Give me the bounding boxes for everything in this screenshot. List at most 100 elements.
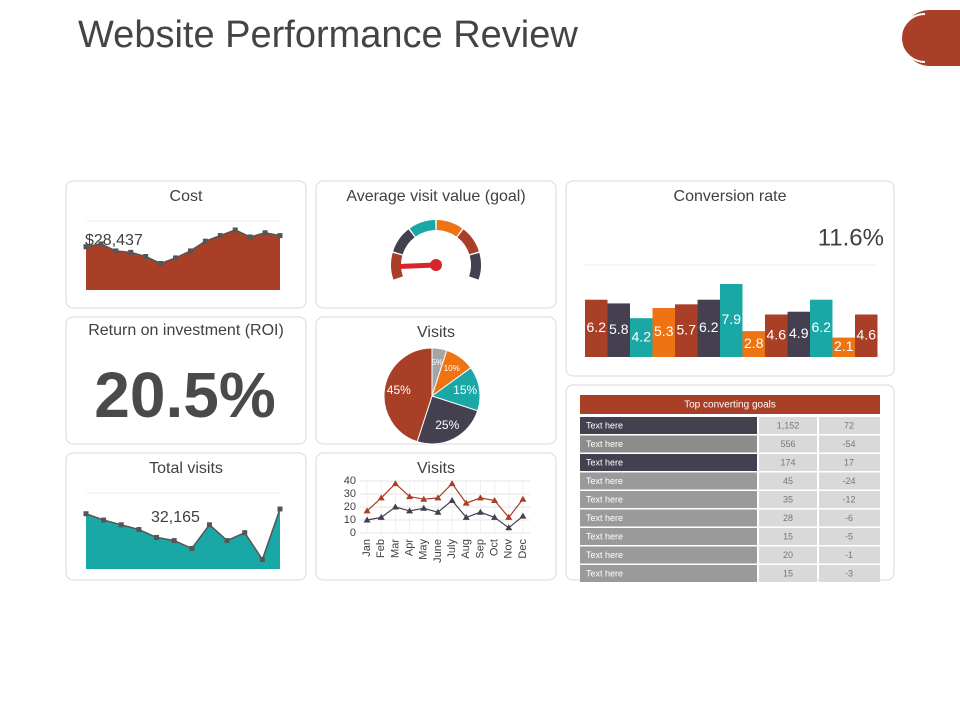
marker (363, 516, 371, 523)
marker (113, 248, 119, 254)
table-text: 28 (783, 513, 793, 523)
marker (462, 499, 470, 506)
marker (259, 557, 265, 563)
marker (136, 527, 142, 533)
x-tick-label: Mar (389, 539, 401, 558)
marker (158, 260, 164, 266)
corner-decoration (902, 10, 960, 66)
table-text: Text here (586, 439, 623, 449)
table-cell (759, 435, 817, 453)
annotation: 11.6% (818, 224, 884, 251)
area (86, 509, 280, 569)
table-cell (819, 472, 880, 490)
data-label: 4.6 (857, 326, 877, 342)
table-text: 556 (780, 439, 795, 449)
data-label: 6.2 (699, 319, 719, 335)
marker (519, 512, 527, 519)
table-cell (580, 565, 757, 582)
table-text: -6 (845, 513, 853, 523)
marker (448, 480, 456, 487)
table-cell (759, 491, 817, 508)
data-label: 4.9 (789, 325, 809, 341)
data-label: 5.3 (654, 323, 674, 339)
table-cell (580, 528, 757, 545)
marker (476, 494, 484, 501)
data-label: 45% (387, 383, 411, 397)
marker (224, 538, 230, 544)
marker (434, 508, 442, 515)
table-text: 20 (783, 550, 793, 560)
table-text: 15 (783, 568, 793, 578)
marker (154, 534, 160, 540)
table-text: -54 (842, 439, 855, 449)
table-text: Text here (586, 513, 623, 523)
bar (855, 314, 878, 357)
table-cell (759, 472, 817, 490)
marker (101, 517, 107, 523)
y-tick-label: 0 (350, 527, 356, 539)
table-cell (819, 528, 880, 545)
marker (173, 255, 179, 261)
bar (810, 299, 833, 357)
panel-title: Cost (170, 188, 203, 205)
marker (262, 230, 268, 236)
marker (434, 494, 442, 501)
marker (202, 238, 208, 244)
marker (277, 506, 283, 512)
y-tick-label: 10 (344, 514, 356, 526)
marker (462, 513, 470, 520)
marker (391, 503, 399, 510)
x-tick-label: Aug (460, 539, 472, 559)
page-title: Website Performance Review (78, 14, 578, 56)
x-tick-label: Dec (517, 539, 529, 559)
table-cell (819, 509, 880, 527)
data-label: 4.6 (767, 326, 787, 342)
data-label: 15% (453, 383, 477, 397)
table-text: Text here (586, 494, 623, 504)
table-cell (759, 509, 817, 527)
marker (247, 234, 253, 240)
marker (128, 249, 134, 255)
bar (697, 299, 720, 357)
table-text: -3 (845, 568, 853, 578)
marker (98, 241, 104, 247)
marker (406, 493, 414, 500)
roi-value: 20.5% (94, 359, 275, 431)
table-text: -12 (842, 494, 855, 504)
x-tick-label: Feb (375, 539, 387, 558)
data-label: 6.2 (812, 319, 832, 335)
table-cell (759, 417, 817, 434)
pie-slice (383, 347, 433, 443)
bar (765, 314, 788, 357)
table-cell (819, 417, 880, 434)
gauge-segment (393, 229, 415, 255)
x-tick-label: Sep (474, 539, 486, 559)
table-text: 174 (780, 457, 795, 467)
marker (519, 495, 527, 502)
table-text: 45 (783, 476, 793, 486)
marker (391, 480, 399, 487)
area (86, 230, 280, 290)
marker (206, 522, 212, 528)
table-cell (580, 435, 757, 453)
marker (377, 513, 385, 520)
marker (476, 508, 484, 515)
marker (448, 497, 456, 503)
x-tick-label: Apr (403, 539, 415, 556)
panel-title: Average visit value (goal) (346, 188, 525, 205)
table-cell (819, 435, 880, 453)
marker (83, 511, 89, 517)
table-text: 1,152 (777, 420, 800, 430)
bar (630, 318, 653, 357)
table-cell (759, 528, 817, 545)
panel-title: Total visits (149, 460, 223, 477)
marker (377, 494, 385, 501)
table-cell (819, 565, 880, 582)
data-label: 7.9 (722, 311, 742, 327)
x-tick-label: May (418, 539, 430, 560)
marker (232, 227, 238, 233)
table-text: 72 (844, 420, 854, 430)
bar (720, 284, 743, 357)
table-title: Top converting goals (684, 400, 776, 411)
